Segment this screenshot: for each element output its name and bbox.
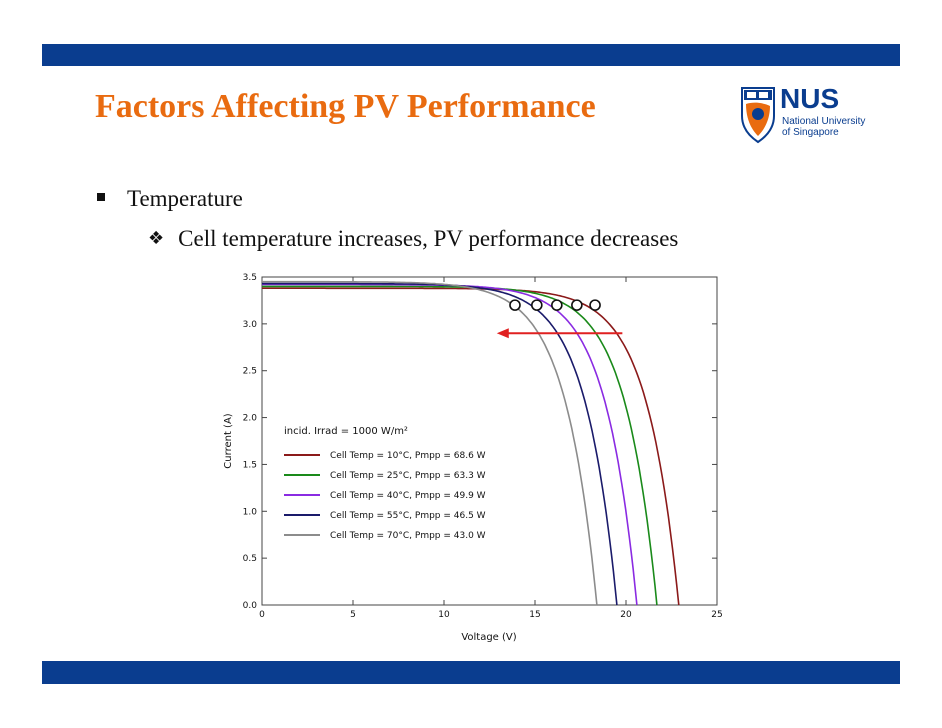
- series-line-1: [262, 285, 658, 606]
- legend-entry-1: Cell Temp = 25°C, Pmpp = 63.3 W: [330, 471, 486, 481]
- y-tick-label-5: 2.5: [243, 367, 257, 377]
- logo-line-1: National University: [782, 116, 865, 127]
- arrow-head: [496, 328, 509, 339]
- bullet-cell-temperature: ❖ Cell temperature increases, PV performa…: [148, 226, 678, 252]
- bullet-temperature-text: Temperature: [127, 186, 243, 211]
- legend-entry-2: Cell Temp = 40°C, Pmpp = 49.9 W: [330, 491, 486, 501]
- logo-wordmark: NUS: [780, 83, 839, 114]
- legend: Cell Temp = 10°C, Pmpp = 68.6 W Cell Temp…: [284, 451, 486, 541]
- bullet-temperature: Temperature: [97, 186, 243, 212]
- x-axis-label: Voltage (V): [461, 632, 516, 643]
- iv-curve-chart: 0.0 0.5 1.0 1.5 2.0 2.5 3.0 3.5 0 5 10 15 20 25 inci…: [212, 265, 734, 647]
- logo-line-2: of Singapore: [782, 127, 839, 138]
- irradiance-annotation: incid. Irrad = 1000 W/m²: [284, 426, 408, 437]
- series-curves: [262, 280, 680, 606]
- y-axis: 0.0 0.5 1.0 1.5 2.0 2.5 3.0 3.5: [243, 273, 717, 611]
- y-tick-label-7: 3.5: [243, 273, 257, 283]
- slide-title: Factors Affecting PV Performance: [95, 88, 596, 125]
- temperature-arrow: [496, 328, 623, 339]
- top-band: [42, 44, 900, 66]
- x-axis: 0 5 10 15 20 25: [259, 277, 723, 620]
- mpp-point-0: [589, 299, 601, 311]
- y-tick-label-4: 2.0: [243, 414, 258, 424]
- y-tick-label-6: 3.0: [243, 320, 258, 330]
- mpp-point-1: [571, 299, 583, 311]
- nus-logo: NUS National University of Singapore: [741, 83, 865, 144]
- y-axis-label: Current (A): [223, 413, 234, 468]
- bottom-band: [42, 661, 900, 684]
- x-tick-label-5: 25: [711, 610, 722, 620]
- series-line-4: [262, 280, 598, 606]
- plot-frame: [261, 276, 718, 606]
- y-tick-label-2: 1.0: [243, 507, 258, 517]
- x-tick-label-4: 20: [620, 610, 632, 620]
- square-bullet-icon: [97, 193, 105, 201]
- mpp-point-4: [509, 299, 521, 311]
- crest-icon: [741, 87, 775, 144]
- series-line-0: [262, 287, 680, 606]
- mpp-point-2: [551, 299, 563, 311]
- x-tick-label-2: 10: [438, 610, 450, 620]
- diamond-bullet-icon: ❖: [148, 228, 165, 249]
- legend-entry-0: Cell Temp = 10°C, Pmpp = 68.6 W: [330, 451, 486, 461]
- y-tick-label-0: 0.0: [243, 601, 258, 611]
- x-tick-label-0: 0: [259, 610, 265, 620]
- mpp-markers: [509, 299, 601, 311]
- y-tick-label-1: 0.5: [243, 554, 257, 564]
- legend-entry-4: Cell Temp = 70°C, Pmpp = 43.0 W: [330, 531, 486, 541]
- y-tick-label-3: 1.5: [243, 460, 257, 470]
- legend-entry-3: Cell Temp = 55°C, Pmpp = 46.5 W: [330, 511, 486, 521]
- bullet-cell-temperature-text: Cell temperature increases, PV performan…: [178, 226, 679, 251]
- x-tick-label-3: 15: [529, 610, 540, 620]
- x-tick-label-1: 5: [350, 610, 356, 620]
- mpp-point-3: [531, 299, 543, 311]
